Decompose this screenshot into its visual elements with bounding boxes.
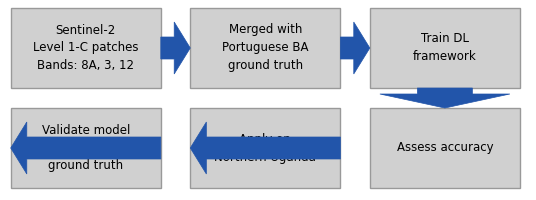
FancyBboxPatch shape [190,108,340,188]
Polygon shape [161,22,190,74]
Text: Train DL
framework: Train DL framework [413,32,477,64]
Text: Apply on
Northern Uganda: Apply on Northern Uganda [214,132,316,164]
Polygon shape [190,122,340,174]
Polygon shape [11,122,161,174]
Polygon shape [380,88,510,108]
Text: Merged with
Portuguese BA
ground truth: Merged with Portuguese BA ground truth [222,23,309,72]
Text: Validate model
outputs with new
ground truth: Validate model outputs with new ground t… [35,123,137,172]
FancyBboxPatch shape [190,8,340,88]
FancyBboxPatch shape [370,8,520,88]
FancyBboxPatch shape [370,108,520,188]
Text: Assess accuracy: Assess accuracy [397,142,493,154]
Text: Sentinel-2
Level 1-C patches
Bands: 8A, 3, 12: Sentinel-2 Level 1-C patches Bands: 8A, … [33,23,138,72]
FancyBboxPatch shape [11,8,161,88]
Polygon shape [340,22,370,74]
FancyBboxPatch shape [11,108,161,188]
